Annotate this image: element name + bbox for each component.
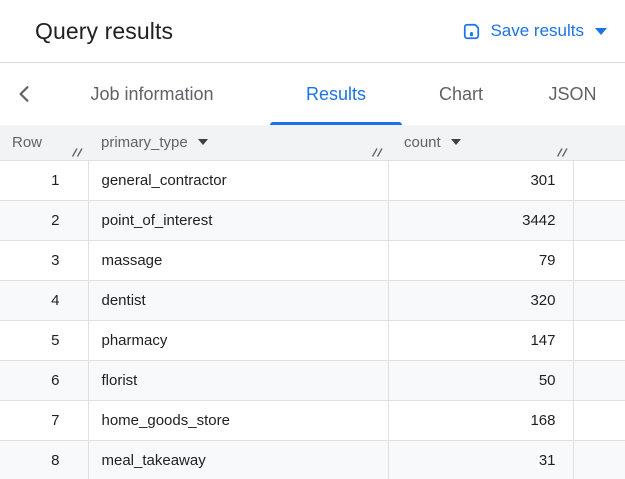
tab-label: Results (305, 83, 367, 104)
table-row: 4 dentist 320 (0, 280, 625, 321)
cell-count: 168 (388, 400, 574, 441)
cell-primary-type: florist (88, 360, 389, 401)
column-header-count[interactable]: count (388, 125, 573, 161)
cell-row-number: 8 (0, 440, 89, 479)
caret-down-icon (595, 27, 607, 35)
cell-primary-type: home_goods_store (88, 400, 389, 441)
cell-empty (573, 240, 625, 281)
resize-handle-icon[interactable] (71, 145, 84, 158)
cell-empty (573, 360, 625, 401)
cell-count: 301 (388, 160, 574, 201)
cell-count: 147 (388, 320, 574, 361)
table-row: 3 massage 79 (0, 240, 625, 281)
save-results-label: Save results (490, 21, 584, 40)
cell-empty (573, 400, 625, 441)
column-header-empty (573, 125, 625, 161)
tab-label: JSON (548, 83, 597, 104)
cell-count: 79 (388, 240, 574, 281)
cell-count: 31 (388, 440, 574, 479)
column-header-primary-type[interactable]: primary_type (88, 125, 388, 161)
cell-row-number: 3 (0, 240, 89, 281)
cell-primary-type: point_of_interest (88, 200, 389, 241)
cell-row-number: 7 (0, 400, 89, 441)
tab-label: Job information (90, 83, 214, 104)
page-title: Query results (35, 17, 174, 44)
table-row: 7 home_goods_store 168 (0, 400, 625, 441)
table-row: 2 point_of_interest 3442 (0, 200, 625, 241)
table-row: 8 meal_takeaway 31 (0, 440, 625, 479)
table-row: 1 general_contractor 301 (0, 160, 625, 201)
resize-handle-icon[interactable] (556, 145, 569, 158)
cell-count: 3442 (388, 200, 574, 241)
cell-primary-type: massage (88, 240, 389, 281)
save-icon (462, 22, 481, 41)
tab-chart[interactable]: Chart (402, 63, 520, 125)
results-tabbar: Job information Results Chart JSON (0, 63, 625, 125)
cell-empty (573, 320, 625, 361)
tab-job-information[interactable]: Job information (57, 63, 247, 125)
tab-results[interactable]: Results (270, 63, 402, 125)
results-table: Row primary_type (0, 125, 625, 479)
table-row: 5 pharmacy 147 (0, 320, 625, 361)
cell-count: 320 (388, 280, 574, 321)
cell-primary-type: dentist (88, 280, 389, 321)
cell-empty (573, 440, 625, 479)
cell-row-number: 1 (0, 160, 89, 201)
column-menu-caret-icon[interactable] (197, 139, 208, 146)
resize-handle-icon[interactable] (371, 145, 384, 158)
save-results-button[interactable]: Save results (458, 15, 611, 47)
tab-label: Chart (438, 83, 483, 104)
results-table-header: Row primary_type (0, 125, 625, 161)
cell-count: 50 (388, 360, 574, 401)
chevron-left-icon[interactable] (12, 63, 36, 125)
cell-empty (573, 200, 625, 241)
query-results-header: Query results Save results (0, 0, 625, 63)
cell-row-number: 2 (0, 200, 89, 241)
cell-primary-type: pharmacy (88, 320, 389, 361)
cell-empty (573, 160, 625, 201)
table-row: 6 florist 50 (0, 360, 625, 401)
results-table-body: 1 general_contractor 301 2 point_of_inte… (0, 160, 625, 479)
column-header-row: Row (0, 125, 88, 161)
column-menu-caret-icon[interactable] (450, 139, 461, 146)
column-label-row: Row (12, 133, 43, 151)
cell-primary-type: general_contractor (88, 160, 389, 201)
cell-empty (573, 280, 625, 321)
cell-row-number: 6 (0, 360, 89, 401)
cell-row-number: 4 (0, 280, 89, 321)
column-label-primary-type: primary_type (101, 133, 188, 151)
column-label-count: count (404, 133, 441, 151)
cell-row-number: 5 (0, 320, 89, 361)
tab-json[interactable]: JSON (520, 63, 625, 125)
cell-primary-type: meal_takeaway (88, 440, 389, 479)
